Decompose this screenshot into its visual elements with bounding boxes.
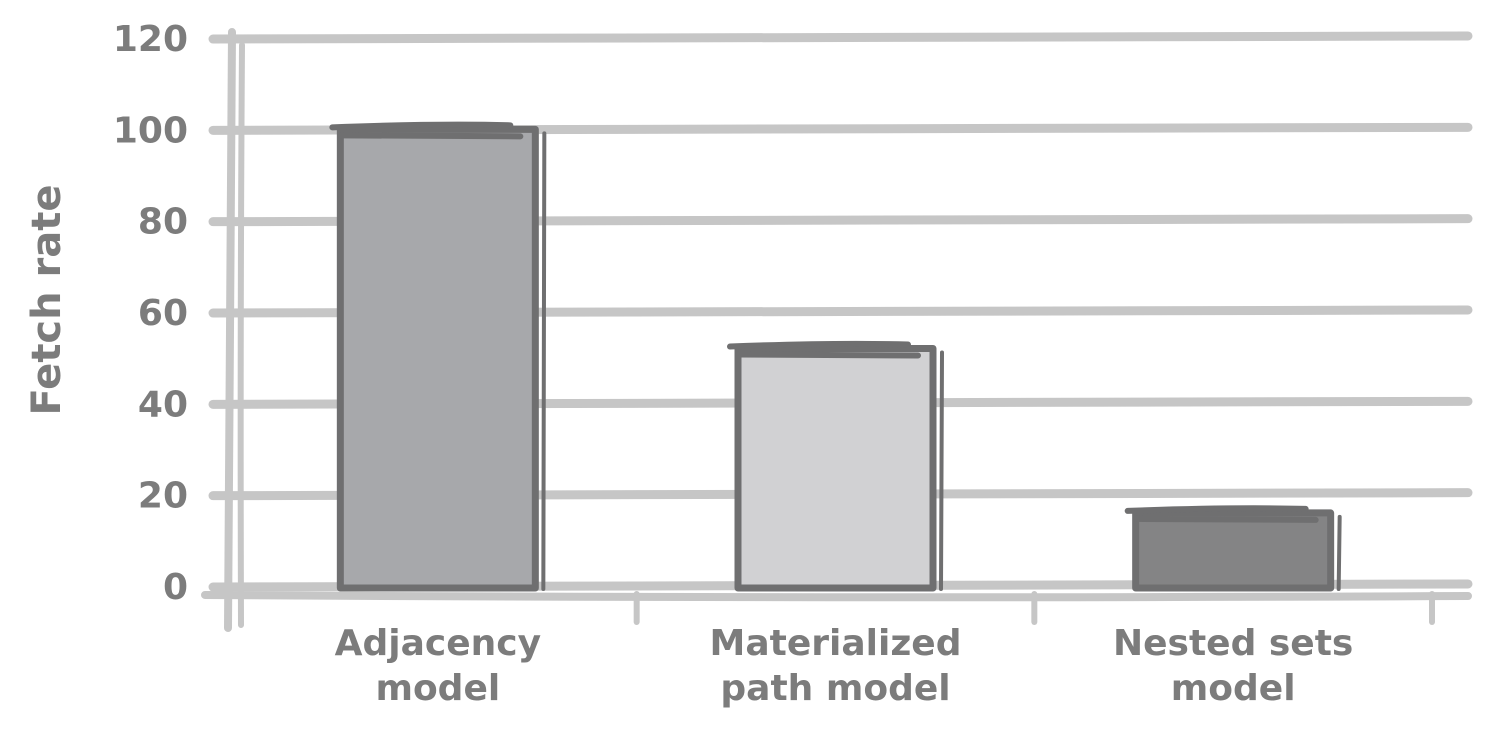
bar-side-sketch xyxy=(1336,514,1342,591)
bar-top-sketch xyxy=(1124,505,1319,523)
x-category-label: model xyxy=(375,668,500,709)
bar-top-sketch xyxy=(727,340,921,359)
x-category-label: Nested sets xyxy=(1113,623,1353,664)
y-tick-label: 20 xyxy=(138,476,188,517)
tick-label-layer: 0 20 40 60 80 100 120 xyxy=(113,19,188,608)
bar xyxy=(1132,509,1335,592)
bar xyxy=(336,125,539,592)
x-axis-line xyxy=(201,591,1472,602)
axis-layer xyxy=(201,28,1472,632)
y-tick-label: 60 xyxy=(138,293,188,334)
bar xyxy=(734,345,937,592)
y-tick-label: 40 xyxy=(138,384,188,425)
x-category-label: Materialized xyxy=(710,623,962,664)
y-tick-label: 0 xyxy=(163,567,188,608)
bar-side-sketch xyxy=(541,131,547,591)
bar-side-sketch xyxy=(939,350,944,591)
x-category-label: Adjacency xyxy=(335,623,541,664)
y-axis-line-sketch xyxy=(237,42,245,628)
y-tick-label: 80 xyxy=(138,202,188,243)
bar-layer xyxy=(329,121,1342,592)
x-category-label: path model xyxy=(720,668,950,709)
y-tick-label: 120 xyxy=(113,19,188,60)
y-tick-label: 100 xyxy=(113,110,188,151)
x-category-label: model xyxy=(1171,668,1296,709)
y-axis-title: Fetch rate xyxy=(24,184,70,415)
y-axis-line xyxy=(224,28,236,632)
gridline xyxy=(208,31,1473,44)
bar-top-sketch xyxy=(329,121,524,140)
